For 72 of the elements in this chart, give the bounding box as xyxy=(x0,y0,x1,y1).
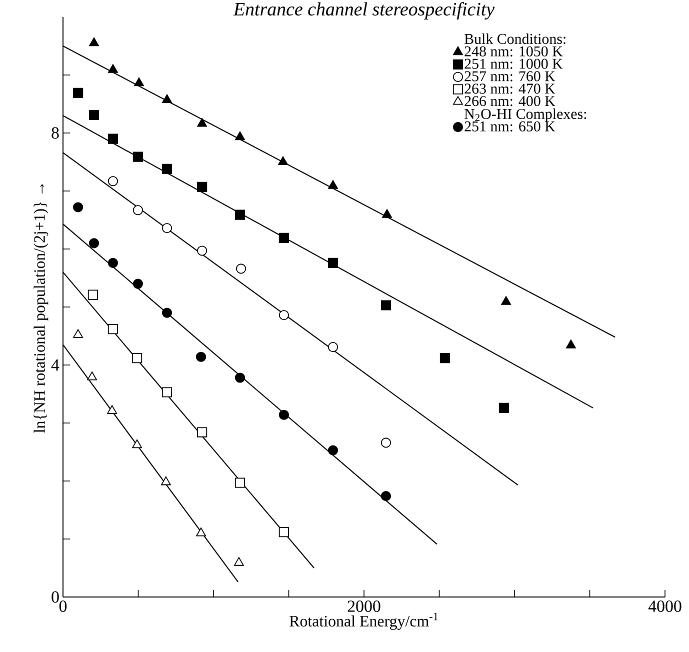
point xyxy=(197,182,208,192)
point xyxy=(197,427,208,438)
legend-title: Bulk Conditions: xyxy=(464,33,566,44)
point xyxy=(380,491,392,502)
point xyxy=(278,410,289,420)
point xyxy=(498,402,510,413)
point xyxy=(278,156,288,166)
point xyxy=(73,88,84,98)
point xyxy=(235,131,245,140)
point xyxy=(132,278,143,289)
point xyxy=(162,308,172,318)
point xyxy=(234,210,246,220)
y-axis-title: ln{NH rotational population/(2j+1)} → xyxy=(34,184,48,433)
point xyxy=(132,352,142,364)
point xyxy=(440,352,450,364)
point xyxy=(382,209,392,218)
x-axis-title: Rotational Energy/cm$^{-1}$ xyxy=(290,612,438,630)
point xyxy=(108,324,118,334)
point xyxy=(236,264,246,274)
point xyxy=(501,296,512,305)
point xyxy=(162,164,172,174)
point xyxy=(380,438,392,448)
point xyxy=(162,94,172,103)
point xyxy=(87,372,97,380)
point xyxy=(134,77,144,86)
point xyxy=(196,528,206,536)
point xyxy=(234,478,246,488)
point xyxy=(132,439,142,448)
x-tick-label: 4000 xyxy=(648,600,682,612)
point xyxy=(88,110,100,120)
point xyxy=(160,476,171,486)
annotation: N$_{2}$O-HI Complexes: xyxy=(464,108,586,122)
point xyxy=(196,352,206,362)
x-tick-label: 0 xyxy=(59,600,67,612)
point xyxy=(380,300,392,310)
point xyxy=(278,232,289,244)
legend-label: 266 nm: 400 K xyxy=(464,96,556,106)
x-tick-label: 2000 xyxy=(348,600,380,612)
point xyxy=(89,37,99,46)
legend-label: 251 nm: 650 K xyxy=(464,121,556,132)
point xyxy=(132,152,143,162)
point xyxy=(197,246,208,256)
point xyxy=(108,134,118,144)
point xyxy=(197,118,208,127)
point xyxy=(566,340,576,348)
point xyxy=(108,176,118,186)
point xyxy=(234,372,246,383)
legend-label: 263 nm: 470 K xyxy=(464,84,556,94)
point xyxy=(73,329,83,338)
y-tick-label: 0 xyxy=(52,591,59,603)
point xyxy=(278,310,289,320)
y-tick-label: 4 xyxy=(51,359,60,371)
y-tick-label: 8 xyxy=(52,127,59,139)
point xyxy=(328,342,338,352)
point xyxy=(108,64,118,73)
point xyxy=(132,205,143,216)
legend-label: 251 nm: 1000 K xyxy=(464,58,563,69)
legend-label: 248 nm: 1050 K xyxy=(464,46,563,56)
point xyxy=(328,180,338,189)
point xyxy=(162,223,172,234)
point xyxy=(328,445,338,456)
point xyxy=(328,258,338,268)
point xyxy=(73,202,84,212)
point xyxy=(107,405,118,414)
legend-label: 257 nm: 760 K xyxy=(464,71,556,82)
chart-title: Entrance channel stereospecificity xyxy=(233,2,495,20)
point xyxy=(88,290,98,300)
point xyxy=(278,526,289,538)
point xyxy=(162,387,172,398)
point xyxy=(234,557,244,566)
point xyxy=(108,258,118,268)
point xyxy=(88,238,100,248)
